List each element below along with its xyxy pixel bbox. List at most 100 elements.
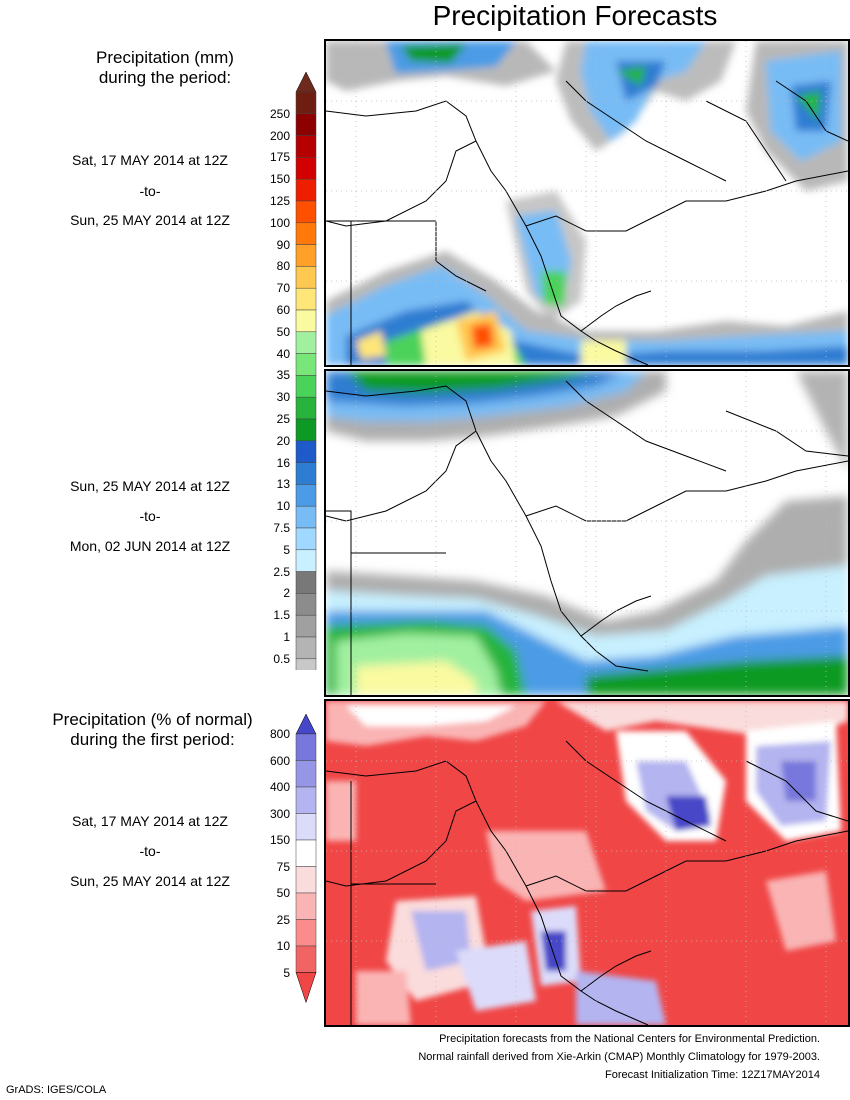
amount-colorbar-box bbox=[295, 157, 317, 180]
footer-normal-rainfall: Normal rainfall derived from Xie-Arkin (… bbox=[418, 1051, 820, 1063]
period2-sep: -to- bbox=[139, 508, 161, 524]
amount-colorbar-tick-label: 60 bbox=[276, 303, 290, 317]
amount-colorbar-box bbox=[295, 396, 317, 420]
percent-colorbar-tick-label: 800 bbox=[269, 727, 290, 741]
amount-colorbar-tick-label: 10 bbox=[276, 499, 290, 514]
amount-colorbar-box bbox=[295, 113, 317, 136]
percent-legend-heading: Precipitation (% of normal) during the f… bbox=[30, 710, 275, 750]
percent-colorbar-box bbox=[295, 760, 317, 788]
amount-colorbar-box bbox=[295, 331, 317, 354]
amount-colorbar-tick-label: 70 bbox=[276, 281, 290, 296]
amount-colorbar-tick-label: 2.5 bbox=[273, 564, 290, 579]
percent-map-svg bbox=[326, 701, 848, 1025]
amount-legend-heading-line2: during the period: bbox=[98, 68, 232, 87]
percent-colorbar-tick-label: 600 bbox=[269, 753, 290, 768]
percent-legend-heading-line1: Precipitation (% of normal) bbox=[52, 710, 253, 729]
amount-colorbar-box bbox=[295, 266, 317, 289]
amount-colorbar-tick-label: 30 bbox=[276, 390, 290, 405]
amount-colorbar-box bbox=[295, 375, 317, 398]
percent-colorbar-tick-label: 50 bbox=[276, 886, 290, 900]
amount-colorbar-tick-label: 150 bbox=[269, 172, 290, 187]
amount-colorbar-tick-label: 1 bbox=[283, 630, 290, 644]
amount-colorbar-box bbox=[295, 658, 317, 670]
amount-colorbar-box bbox=[295, 353, 317, 376]
amount-colorbar-tick-label: 35 bbox=[276, 368, 290, 383]
precip-field-2 bbox=[326, 371, 848, 695]
amount-colorbar-tick-label: 25 bbox=[276, 412, 290, 426]
period3-start: Sat, 17 MAY 2014 at 12Z bbox=[72, 813, 228, 829]
coastlines-3 bbox=[326, 740, 848, 1025]
amount-colorbar-box bbox=[295, 614, 317, 638]
amount-colorbar-box bbox=[295, 571, 317, 594]
amount-colorbar-box bbox=[295, 91, 317, 115]
forecast-map-period2 bbox=[324, 369, 850, 697]
lat-lon-grid bbox=[326, 701, 848, 1025]
percent-colorbar-tick-label: 25 bbox=[276, 912, 290, 927]
amount-colorbar-box bbox=[295, 200, 317, 224]
percent-map-period1 bbox=[324, 699, 850, 1027]
amount-colorbar-tick-label: 200 bbox=[269, 128, 290, 143]
percent-legend-heading-line2: during the first period: bbox=[70, 730, 235, 749]
forecast-map-period2-svg bbox=[326, 371, 848, 695]
percent-colorbar-box bbox=[295, 733, 317, 761]
amount-colorbar-tick-label: 90 bbox=[276, 237, 290, 252]
forecast-map-period1 bbox=[324, 39, 850, 367]
period1-sep: -to- bbox=[139, 183, 161, 199]
amount-colorbar-box bbox=[295, 135, 317, 158]
percent-colorbar-box bbox=[295, 945, 317, 973]
grads-credit: GrADS: IGES/COLA bbox=[6, 1084, 107, 1096]
amount-colorbar-box bbox=[295, 440, 317, 463]
amount-colorbar-box bbox=[295, 593, 317, 616]
forecast-map-period1-svg bbox=[326, 41, 848, 365]
percent-colorbar bbox=[295, 713, 317, 1004]
lat-lon-grid bbox=[326, 41, 848, 365]
percent-colorbar-bottom-arrow bbox=[295, 972, 317, 1004]
period1-start: Sat, 17 MAY 2014 at 12Z bbox=[72, 152, 228, 168]
percent-colorbar-box bbox=[295, 919, 317, 947]
period3-end: Sun, 25 MAY 2014 at 12Z bbox=[70, 873, 230, 889]
percent-colorbar-box bbox=[295, 892, 317, 920]
period2-end: Mon, 02 JUN 2014 at 12Z bbox=[69, 538, 231, 554]
percent-colorbar-tick-label: 300 bbox=[269, 806, 290, 821]
amount-colorbar-box bbox=[295, 636, 317, 660]
amount-colorbar-tick-label: 13 bbox=[276, 477, 290, 492]
footer-init-time: Forecast Initialization Time: 12Z17MAY20… bbox=[604, 1069, 820, 1081]
amount-legend-heading: Precipitation (mm) during the period: bbox=[45, 48, 285, 88]
percent-colorbar-tick-label: 400 bbox=[269, 780, 290, 794]
amount-colorbar-tick-label: 80 bbox=[276, 259, 290, 274]
percent-colorbar-tick-label: 10 bbox=[276, 939, 290, 953]
amount-colorbar-box bbox=[295, 222, 317, 245]
amount-colorbar-box bbox=[295, 309, 317, 333]
period2-start: Sun, 25 MAY 2014 at 12Z bbox=[70, 478, 230, 494]
amount-colorbar-box bbox=[295, 484, 317, 507]
percent-colorbar-box bbox=[295, 786, 317, 814]
period1-end: Sun, 25 MAY 2014 at 12Z bbox=[70, 212, 230, 228]
percent-colorbar-box bbox=[295, 813, 317, 841]
amount-legend-heading-line1: Precipitation (mm) bbox=[96, 48, 234, 67]
amount-colorbar-box bbox=[295, 418, 317, 442]
precip-field-1 bbox=[326, 41, 848, 365]
amount-colorbar bbox=[295, 71, 317, 670]
coastlines-2 bbox=[326, 380, 848, 695]
amount-colorbar-box bbox=[295, 178, 317, 202]
amount-colorbar-tick-label: 2 bbox=[283, 586, 290, 601]
amount-colorbar-box bbox=[295, 462, 317, 485]
amount-colorbar-tick-label: 250 bbox=[269, 106, 290, 121]
amount-colorbar-tick-label: 125 bbox=[269, 194, 290, 208]
amount-colorbar-tick-label: 1.5 bbox=[273, 608, 290, 623]
amount-colorbar-tick-label: 40 bbox=[276, 346, 290, 361]
page-title: Precipitation Forecasts bbox=[432, 0, 718, 31]
percent-colorbar-tick-label: 75 bbox=[276, 859, 290, 874]
coastlines-1 bbox=[326, 80, 848, 365]
amount-colorbar-box bbox=[295, 505, 317, 529]
amount-colorbar-tick-label: 0.5 bbox=[273, 651, 290, 666]
percent-colorbar-top-arrow bbox=[295, 713, 317, 735]
amount-colorbar-box bbox=[295, 244, 317, 267]
amount-colorbar-tick-label: 5 bbox=[283, 542, 290, 557]
lat-lon-grid bbox=[326, 371, 848, 695]
amount-colorbar-tick-label: 175 bbox=[269, 150, 290, 165]
footer-source-ncep: Precipitation forecasts from the Nationa… bbox=[439, 1033, 820, 1045]
amount-colorbar-tick-label: 7.5 bbox=[273, 521, 290, 535]
amount-colorbar-tick-label: 50 bbox=[276, 324, 290, 339]
amount-colorbar-box bbox=[295, 549, 317, 572]
